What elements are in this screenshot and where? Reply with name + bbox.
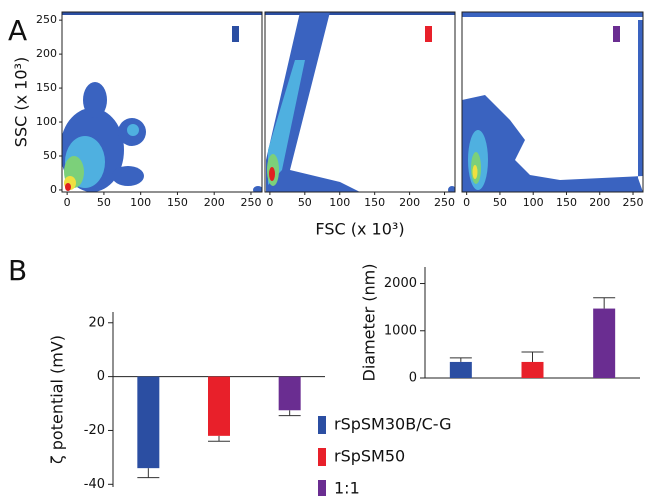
y-tick-label: 0 xyxy=(409,371,417,386)
bar xyxy=(593,308,616,378)
density-blobs xyxy=(265,12,455,192)
bar xyxy=(521,361,544,378)
panel-letter: B xyxy=(8,254,27,287)
x-tick-label: 50 xyxy=(493,196,507,209)
sample-key xyxy=(425,26,432,42)
y-tick-label: 1000 xyxy=(384,323,417,338)
panel-letter: A xyxy=(8,14,27,47)
x-tick-label: 0 xyxy=(266,196,273,209)
bar xyxy=(449,361,472,378)
y-tick-label: 2000 xyxy=(384,276,417,291)
legend-swatch xyxy=(318,480,326,496)
legend-label: rSpSM50 xyxy=(334,447,405,466)
x-tick-label: 200 xyxy=(204,196,225,209)
legend-label: 1:1 xyxy=(334,479,360,496)
x-tick-label: 100 xyxy=(523,196,544,209)
y-tick-label: 0 xyxy=(97,369,105,384)
plot-frame xyxy=(264,11,456,193)
x-tick-label: 250 xyxy=(623,196,644,209)
x-tick-label: 150 xyxy=(364,196,385,209)
x-tick-label: 0 xyxy=(463,196,470,209)
y-tick-label: 250 xyxy=(36,13,57,26)
plot-frame xyxy=(61,11,263,193)
x-tick-label: 200 xyxy=(589,196,610,209)
legend-swatch xyxy=(318,416,326,434)
y-axis-label: Diameter (nm) xyxy=(360,264,379,382)
x-tick-label: 250 xyxy=(240,196,261,209)
x-tick-label: 50 xyxy=(298,196,312,209)
density-blobs xyxy=(62,12,262,192)
y-axis-label: SSC (x 10³) xyxy=(12,57,31,147)
x-tick-label: 50 xyxy=(97,196,111,209)
y-tick-label: -40 xyxy=(84,477,105,492)
sample-key xyxy=(232,26,239,42)
x-tick-label: 100 xyxy=(329,196,350,209)
bar xyxy=(137,376,160,469)
x-tick-label: 100 xyxy=(130,196,151,209)
x-tick-label: 0 xyxy=(64,196,71,209)
x-tick-label: 150 xyxy=(556,196,577,209)
y-tick-label: 0 xyxy=(50,183,57,196)
x-tick-label: 200 xyxy=(399,196,420,209)
x-tick-label: 150 xyxy=(167,196,188,209)
y-tick-label: 200 xyxy=(36,47,57,60)
density-blobs xyxy=(462,12,643,192)
legend-swatch xyxy=(318,448,326,466)
y-tick-label: 100 xyxy=(36,115,57,128)
bar xyxy=(208,376,230,436)
legend-label: rSpSM30B/C-G xyxy=(334,415,452,434)
y-tick-label: 50 xyxy=(43,149,57,162)
y-tick-label: 20 xyxy=(88,315,105,330)
x-axis-label: FSC (x 10³) xyxy=(315,220,404,239)
x-tick-label: 250 xyxy=(434,196,455,209)
plot-frame xyxy=(461,11,644,193)
bar xyxy=(278,376,301,411)
y-tick-label: -20 xyxy=(84,423,105,438)
sample-key xyxy=(613,26,620,42)
y-tick-label: 150 xyxy=(36,81,57,94)
y-axis-label: ζ potential (mV) xyxy=(48,335,67,464)
